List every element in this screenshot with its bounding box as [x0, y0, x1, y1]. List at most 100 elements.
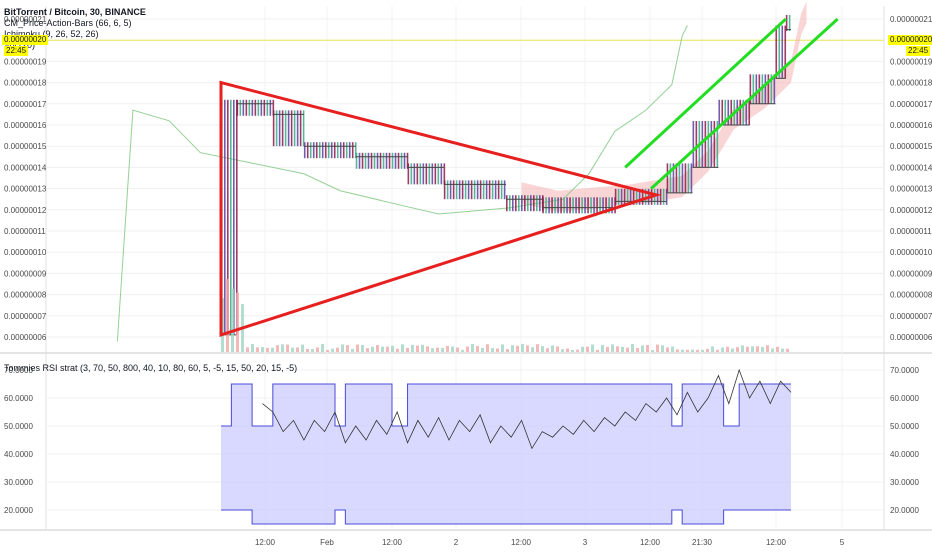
y-tick-label: 0.00000009 [4, 269, 47, 278]
volume-bar [456, 348, 459, 352]
volume-bar [346, 345, 349, 352]
price-bar [693, 121, 695, 167]
volume-bar [231, 289, 234, 352]
price-bar [398, 153, 400, 169]
x-tick-label: 12:00 [766, 538, 787, 547]
price-bar [459, 180, 461, 199]
volume-bar [551, 345, 554, 352]
volume-bar [401, 344, 404, 352]
price-bar [359, 153, 361, 169]
price-bar [705, 121, 707, 167]
y-tick-label: 0.00000015 [4, 142, 47, 151]
y-tick-label-right: 0.00000008 [890, 291, 932, 300]
price-bar [509, 195, 511, 211]
y-tick-label-right: 0.00000019 [890, 57, 932, 66]
volume-bar [641, 345, 644, 352]
volume-bar [336, 348, 339, 352]
x-tick-label: 12:00 [255, 538, 276, 547]
price-bar [765, 74, 767, 103]
price-bar [417, 163, 419, 184]
volume-bar [591, 344, 594, 352]
volume-bar [531, 347, 534, 352]
volume-bar [771, 348, 774, 352]
price-bar [261, 100, 263, 116]
price-bar [404, 153, 406, 169]
rsi-tick-label: 40.0000 [4, 450, 33, 459]
price-bar [524, 195, 526, 211]
y-tick-label: 0.00000017 [4, 100, 47, 109]
price-bar [753, 74, 755, 103]
volume-bar [746, 347, 749, 352]
price-bar [584, 197, 586, 213]
volume-bar [376, 345, 379, 352]
price-bar [273, 110, 275, 146]
volume-bar [226, 279, 229, 352]
volume-bar [736, 347, 739, 352]
price-bar [426, 163, 428, 184]
volume-bar [661, 345, 664, 352]
price-bar [581, 197, 583, 213]
volume-bar [296, 347, 299, 352]
y-tick-label: 0.00000012 [4, 206, 47, 215]
volume-bar [501, 344, 504, 352]
volume-bar [246, 347, 249, 352]
y-tick-label: 0.00000006 [4, 333, 47, 342]
rsi-tick-label: 60.0000 [4, 394, 33, 403]
volume-bar [611, 344, 614, 352]
volume-bar [421, 345, 424, 352]
volume-bar [516, 346, 519, 352]
price-bar [310, 142, 312, 158]
rsi-title[interactable]: Tommies RSI strat (3, 70, 50, 800, 40, 1… [4, 363, 297, 374]
price-bar [276, 110, 278, 146]
price-bar [246, 100, 248, 116]
price-bar [474, 180, 476, 199]
price-bar [756, 74, 758, 103]
rsi-tick-label-right: 20.0000 [890, 506, 919, 515]
price-bar [316, 142, 318, 158]
price-bar [679, 163, 681, 192]
volume-bar [351, 349, 354, 352]
price-bar [383, 153, 385, 169]
y-tick-label-right: 0.00000011 [890, 227, 932, 236]
price-bar [515, 195, 517, 211]
volume-bar [656, 345, 659, 352]
volume-bar [726, 347, 729, 352]
volume-bar [426, 346, 429, 352]
price-bar [340, 142, 342, 158]
y-tick-label-right: 0.00000010 [890, 248, 932, 257]
price-bar [297, 110, 299, 146]
volume-bar [261, 347, 264, 352]
volume-bar [586, 347, 589, 352]
price-bar [789, 15, 791, 31]
price-bar [696, 121, 698, 167]
volume-bar [361, 345, 364, 352]
price-bar [489, 180, 491, 199]
price-bar [730, 100, 732, 125]
x-tick-label: 12:00 [382, 538, 403, 547]
x-tick-label: 12:00 [640, 538, 661, 547]
y-tick-label: 0.00000014 [4, 163, 47, 172]
lagging-span [117, 25, 687, 341]
price-bar [270, 100, 272, 116]
volume-bar [366, 348, 369, 352]
volume-bar [286, 345, 289, 352]
volume-bar [631, 344, 634, 352]
price-bar [243, 100, 245, 116]
volume-bar [626, 348, 629, 352]
price-bar [768, 74, 770, 103]
price-bar [545, 197, 547, 213]
volume-bar [251, 344, 254, 352]
price-bar [285, 110, 287, 146]
price-bar [368, 153, 370, 169]
price-bar [282, 110, 284, 146]
volume-bar [556, 346, 559, 352]
price-bar [380, 153, 382, 169]
price-bar [420, 163, 422, 184]
price-bar [288, 110, 290, 146]
ichimoku-cloud [522, 2, 807, 212]
indicator-label-0[interactable]: CM_Price-Action-Bars (66, 6, 5) [4, 18, 146, 29]
rsi-tick-label: 20.0000 [4, 506, 33, 515]
y-tick-label-right: 0.00000021 [890, 15, 932, 24]
